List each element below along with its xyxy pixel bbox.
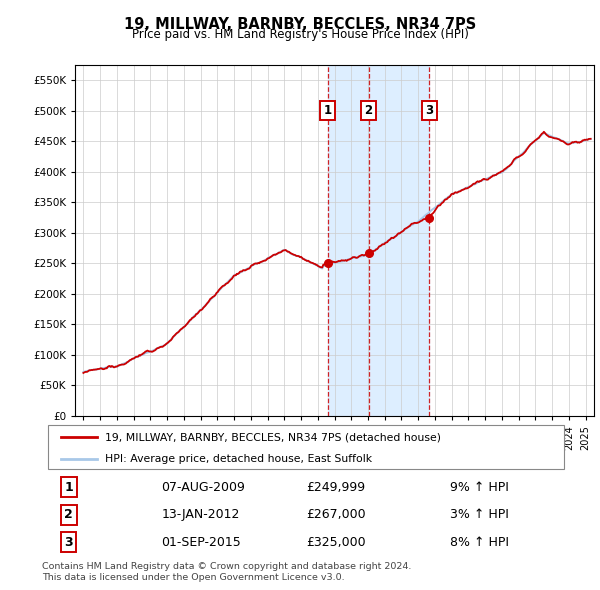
Text: This data is licensed under the Open Government Licence v3.0.: This data is licensed under the Open Gov… bbox=[42, 573, 344, 582]
Text: 9% ↑ HPI: 9% ↑ HPI bbox=[451, 481, 509, 494]
Text: Contains HM Land Registry data © Crown copyright and database right 2024.: Contains HM Land Registry data © Crown c… bbox=[42, 562, 412, 571]
Text: 2: 2 bbox=[64, 508, 73, 522]
FancyBboxPatch shape bbox=[48, 425, 564, 469]
Text: 8% ↑ HPI: 8% ↑ HPI bbox=[451, 536, 509, 549]
Text: 01-SEP-2015: 01-SEP-2015 bbox=[161, 536, 241, 549]
Text: 3: 3 bbox=[425, 104, 433, 117]
Text: £325,000: £325,000 bbox=[306, 536, 365, 549]
Text: 19, MILLWAY, BARNBY, BECCLES, NR34 7PS: 19, MILLWAY, BARNBY, BECCLES, NR34 7PS bbox=[124, 17, 476, 31]
Text: £249,999: £249,999 bbox=[306, 481, 365, 494]
Text: £267,000: £267,000 bbox=[306, 508, 365, 522]
Text: 1: 1 bbox=[324, 104, 332, 117]
Text: 07-AUG-2009: 07-AUG-2009 bbox=[161, 481, 245, 494]
Text: Price paid vs. HM Land Registry's House Price Index (HPI): Price paid vs. HM Land Registry's House … bbox=[131, 28, 469, 41]
Text: 3: 3 bbox=[64, 536, 73, 549]
Text: 1: 1 bbox=[64, 481, 73, 494]
Text: 2: 2 bbox=[365, 104, 373, 117]
Bar bbox=[328, 65, 430, 416]
Text: HPI: Average price, detached house, East Suffolk: HPI: Average price, detached house, East… bbox=[105, 454, 372, 464]
Text: 19, MILLWAY, BARNBY, BECCLES, NR34 7PS (detached house): 19, MILLWAY, BARNBY, BECCLES, NR34 7PS (… bbox=[105, 432, 441, 442]
Text: 3% ↑ HPI: 3% ↑ HPI bbox=[451, 508, 509, 522]
Text: 13-JAN-2012: 13-JAN-2012 bbox=[161, 508, 240, 522]
